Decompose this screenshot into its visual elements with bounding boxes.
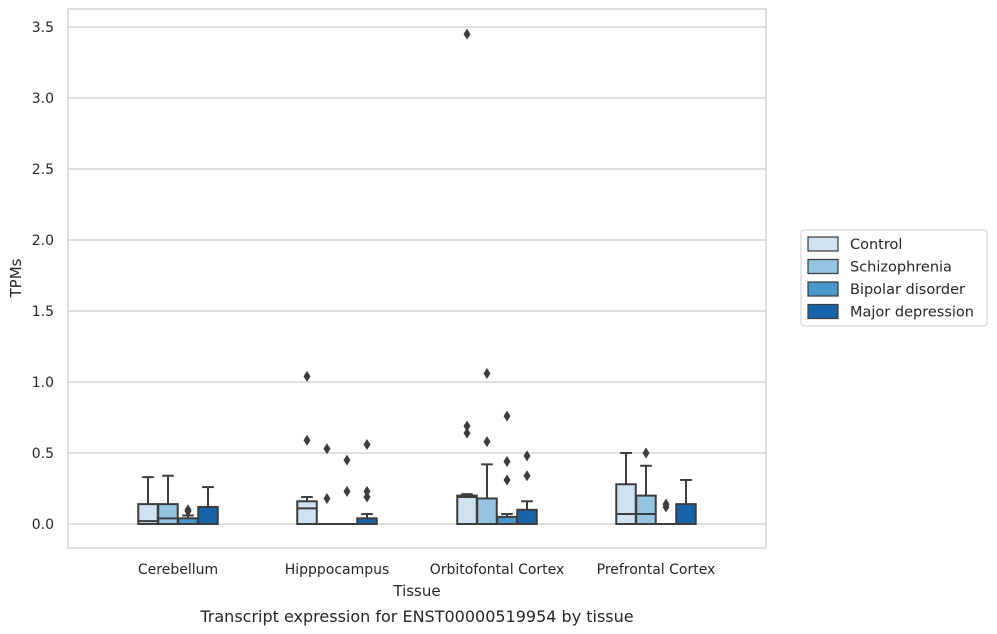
gridlines: [68, 26, 766, 525]
outlier-point: [184, 504, 192, 516]
box-bipolar-disorder: [336, 454, 358, 526]
outlier-point: [503, 456, 511, 468]
outlier-point: [662, 498, 670, 510]
box-schizophrenia: [316, 443, 338, 526]
box-schizophrenia: [635, 447, 657, 526]
outlier-point: [483, 367, 491, 379]
box-major-depression: [197, 486, 219, 525]
box-major-depression: [356, 438, 378, 526]
box-body: [157, 503, 179, 525]
box-body: [615, 483, 637, 525]
x-tick-label: Orbitofontal Cortex: [430, 562, 565, 578]
box-body: [476, 497, 498, 526]
outlier-point: [503, 410, 511, 422]
outlier-point: [303, 434, 311, 446]
x-tick-label: Prefrontal Cortex: [597, 562, 716, 578]
x-tick-label: Cerebellum: [138, 562, 218, 578]
x-tick-label: Hipppocampus: [285, 562, 390, 578]
box-body: [296, 500, 318, 525]
outlier-point: [523, 470, 531, 482]
legend-label: Major depression: [850, 305, 974, 321]
outlier-point: [343, 485, 351, 497]
y-tick-label: 0.5: [32, 446, 54, 462]
outlier-point: [363, 491, 371, 503]
box-body: [496, 515, 518, 526]
outlier-point: [503, 474, 511, 486]
legend-swatch: [807, 258, 839, 275]
box-major-depression: [516, 450, 538, 525]
legend-swatch: [807, 303, 839, 320]
outlier-point: [463, 28, 471, 40]
legend-swatch: [807, 281, 839, 297]
box-body: [675, 503, 697, 525]
legend-swatch: [807, 236, 839, 252]
outlier-point: [323, 492, 331, 504]
legend-label: Control: [850, 237, 902, 253]
outlier-point: [323, 443, 331, 455]
y-tick-labels: 0.0 0.5 1.0 1.5 2.0 2.5 3.0 3.5: [32, 20, 54, 533]
box-control: [296, 370, 318, 525]
outlier-point: [463, 427, 471, 439]
box-schizophrenia: [157, 474, 179, 525]
outlier-point: [303, 370, 311, 382]
y-tick-label: 2.0: [32, 233, 54, 249]
y-tick-label: 0.0: [32, 517, 54, 533]
y-tick-label: 3.5: [32, 20, 54, 36]
box-body: [197, 505, 219, 525]
y-tick-label: 2.5: [32, 162, 54, 178]
plot-background: [68, 9, 766, 548]
outlier-point: [363, 438, 371, 450]
legend: Control Schizophrenia Bipolar disorder Majo…: [800, 229, 988, 327]
box-control: [456, 28, 478, 526]
y-tick-label: 1.0: [32, 375, 54, 391]
legend-frame: [800, 229, 988, 327]
outlier-point: [463, 420, 471, 432]
outlier-point: [363, 485, 371, 497]
plot-frame: [67, 8, 767, 549]
box-body: [516, 508, 538, 525]
box-control: [615, 452, 637, 525]
chart-caption: Transcript expression for ENST0000051995…: [199, 607, 633, 626]
box-major-depression: [675, 478, 697, 525]
box-body: [456, 494, 478, 526]
outlier-point: [483, 436, 491, 448]
legend-label: Bipolar disorder: [850, 282, 965, 298]
x-tick-labels: Cerebellum Hipppocampus Orbitofontal Corte…: [138, 562, 715, 578]
outlier-point: [523, 450, 531, 462]
legend-label: Schizophrenia: [850, 260, 952, 276]
x-axis-label: Tissue: [392, 582, 440, 600]
box-body: [635, 494, 657, 526]
box-groups: [137, 28, 697, 526]
y-axis-label: TPMs: [7, 258, 25, 298]
box-bipolar-disorder: [496, 410, 518, 526]
box-control: [137, 476, 159, 525]
outlier-point: [343, 454, 351, 466]
outlier-point: [642, 447, 650, 459]
box-schizophrenia: [476, 367, 498, 526]
box-bipolar-disorder: [655, 498, 677, 526]
y-tick-label: 3.0: [32, 91, 54, 107]
y-tick-label: 1.5: [32, 304, 54, 320]
